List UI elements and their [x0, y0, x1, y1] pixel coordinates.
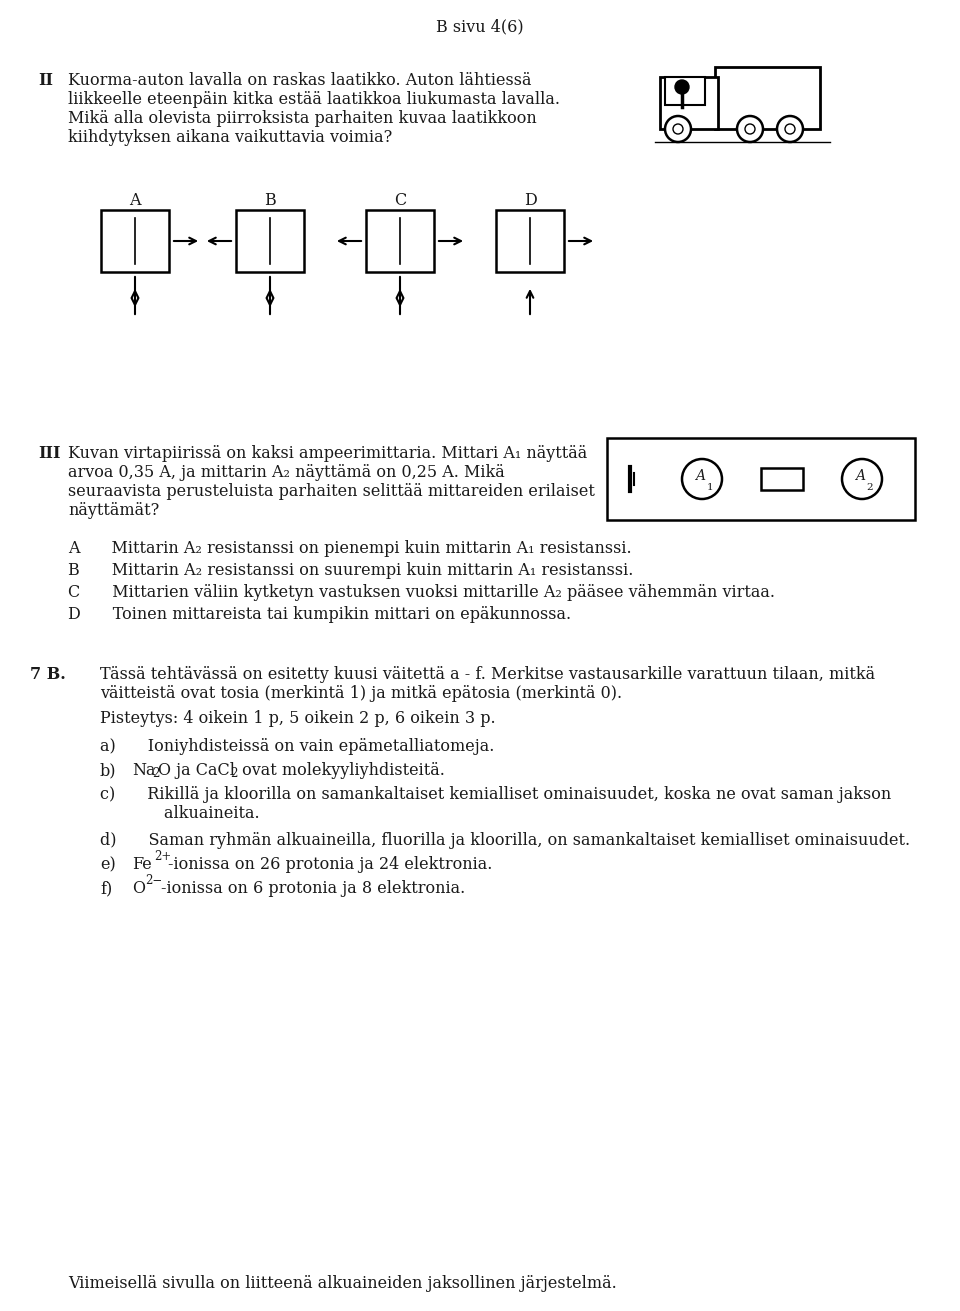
- Text: O ja CaCl: O ja CaCl: [158, 762, 235, 779]
- Text: D  Toinen mittareista tai kumpikin mittari on epäkunnossa.: D Toinen mittareista tai kumpikin mittar…: [68, 606, 571, 623]
- Circle shape: [745, 125, 755, 134]
- Text: B sivu 4(6): B sivu 4(6): [436, 18, 524, 35]
- Circle shape: [777, 115, 803, 142]
- Text: alkuaineita.: alkuaineita.: [100, 805, 259, 822]
- Text: ovat molekyyliyhdisteitä.: ovat molekyyliyhdisteitä.: [237, 762, 444, 779]
- Circle shape: [665, 115, 691, 142]
- Circle shape: [673, 125, 683, 134]
- Text: Fe: Fe: [132, 856, 152, 873]
- Text: II: II: [38, 72, 53, 89]
- Text: liikkeelle eteenpäin kitka estää laatikkoa liukumasta lavalla.: liikkeelle eteenpäin kitka estää laatikk…: [68, 90, 560, 108]
- Bar: [101, 210, 169, 271]
- Text: A: A: [855, 469, 865, 482]
- Text: e): e): [100, 856, 116, 873]
- Text: A  Mittarin A₂ resistanssi on pienempi kuin mittarin A₁ resistanssi.: A Mittarin A₂ resistanssi on pienempi ku…: [68, 540, 632, 557]
- Text: 2+: 2+: [154, 850, 171, 863]
- Text: B: B: [264, 191, 276, 208]
- Text: -ionissa on 6 protonia ja 8 elektronia.: -ionissa on 6 protonia ja 8 elektronia.: [161, 880, 466, 897]
- Text: B  Mittarin A₂ resistanssi on suurempi kuin mittarin A₁ resistanssi.: B Mittarin A₂ resistanssi on suurempi ku…: [68, 562, 634, 579]
- Text: Kuvan virtapiirissä on kaksi ampeerimittaria. Mittari A₁ näyttää: Kuvan virtapiirissä on kaksi ampeerimitt…: [68, 444, 588, 461]
- Text: 2: 2: [152, 767, 159, 780]
- Text: -ionissa on 26 protonia ja 24 elektronia.: -ionissa on 26 protonia ja 24 elektronia…: [168, 856, 492, 873]
- Text: A: A: [130, 191, 141, 208]
- Text: Mikä alla olevista piirroksista parhaiten kuvaa laatikkoon: Mikä alla olevista piirroksista parhaite…: [68, 110, 537, 127]
- Bar: [366, 210, 434, 271]
- Text: seuraavista perusteluista parhaiten selittää mittareiden erilaiset: seuraavista perusteluista parhaiten seli…: [68, 482, 595, 499]
- Circle shape: [785, 125, 795, 134]
- Bar: [761, 468, 803, 490]
- Text: näyttämät?: näyttämät?: [68, 502, 159, 519]
- Text: D: D: [523, 191, 537, 208]
- Text: C  Mittarien väliin kytketyn vastuksen vuoksi mittarille A₂ pääsee vähemmän virt: C Mittarien väliin kytketyn vastuksen vu…: [68, 583, 775, 600]
- Text: väitteistä ovat tosia (merkintä 1) ja mitkä epätosia (merkintä 0).: väitteistä ovat tosia (merkintä 1) ja mi…: [100, 686, 622, 701]
- Circle shape: [682, 459, 722, 499]
- Bar: [715, 67, 820, 128]
- Text: Pisteytys: 4 oikein 1 p, 5 oikein 2 p, 6 oikein 3 p.: Pisteytys: 4 oikein 1 p, 5 oikein 2 p, 6…: [100, 711, 495, 728]
- Circle shape: [842, 459, 882, 499]
- Circle shape: [675, 80, 689, 94]
- Text: Kuorma-auton lavalla on raskas laatikko. Auton lähtiessä: Kuorma-auton lavalla on raskas laatikko.…: [68, 72, 532, 89]
- Text: 7 B.: 7 B.: [30, 666, 65, 683]
- Bar: [660, 77, 718, 128]
- Text: f): f): [100, 880, 112, 897]
- Text: 2: 2: [230, 767, 237, 780]
- Text: c)  Rikillä ja kloorilla on samankaltaiset kemialliset ominaisuudet, koska ne ov: c) Rikillä ja kloorilla on samankaltaise…: [100, 787, 891, 804]
- Text: C: C: [394, 191, 406, 208]
- Text: arvoa 0,35 A, ja mittarin A₂ näyttämä on 0,25 A. Mikä: arvoa 0,35 A, ja mittarin A₂ näyttämä on…: [68, 464, 505, 481]
- Text: III: III: [38, 444, 60, 461]
- Text: kiihdytyksen aikana vaikuttavia voimia?: kiihdytyksen aikana vaikuttavia voimia?: [68, 128, 393, 146]
- Text: b): b): [100, 762, 116, 779]
- Text: a)  Ioniyhdisteissä on vain epämetalliatomeja.: a) Ioniyhdisteissä on vain epämetalliato…: [100, 738, 494, 755]
- Text: 2−: 2−: [145, 874, 162, 888]
- Bar: [496, 210, 564, 271]
- Bar: [607, 438, 915, 520]
- Text: O: O: [132, 880, 145, 897]
- Text: A: A: [695, 469, 705, 482]
- Text: 1: 1: [707, 482, 713, 492]
- Text: Viimeisellä sivulla on liitteenä alkuaineiden jaksollinen järjestelmä.: Viimeisellä sivulla on liitteenä alkuain…: [68, 1276, 616, 1293]
- Bar: [236, 210, 304, 271]
- Bar: [665, 77, 705, 105]
- Circle shape: [737, 115, 763, 142]
- Text: Na: Na: [132, 762, 156, 779]
- Text: d)  Saman ryhmän alkuaineilla, fluorilla ja kloorilla, on samankaltaiset kemiall: d) Saman ryhmän alkuaineilla, fluorilla …: [100, 832, 910, 850]
- Text: 2: 2: [867, 482, 874, 492]
- Text: Tässä tehtävässä on esitetty kuusi väitettä a - f. Merkitse vastausarkille varat: Tässä tehtävässä on esitetty kuusi väite…: [100, 666, 876, 683]
